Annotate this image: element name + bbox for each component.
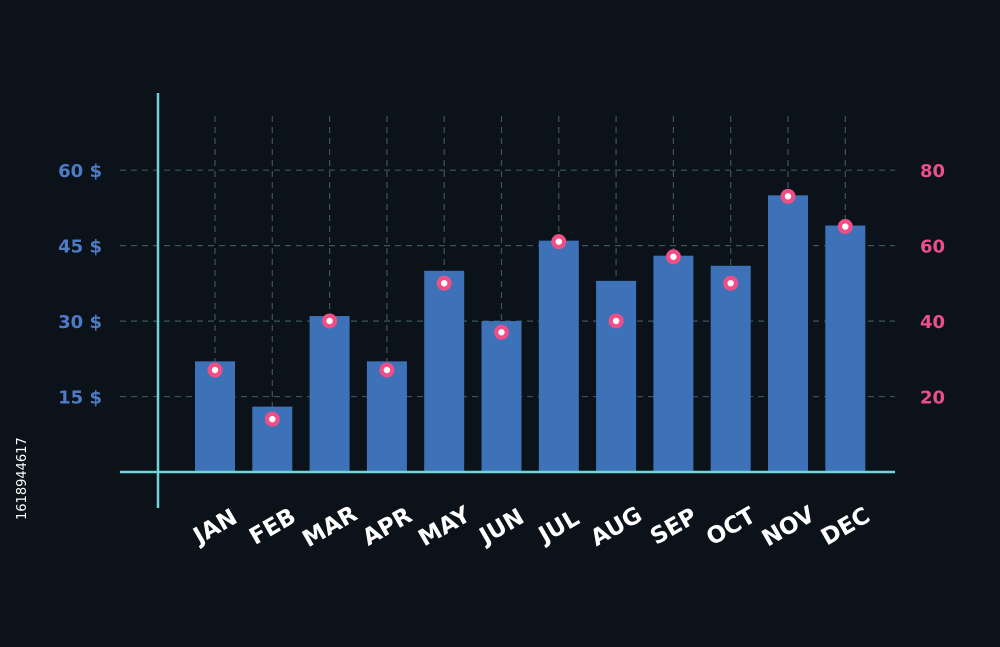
bar-jun: [481, 321, 522, 472]
marker-center: [784, 193, 792, 200]
marker-dec: [837, 219, 853, 235]
marker-center: [670, 253, 677, 260]
marker-nov: [780, 188, 796, 204]
marker-center: [326, 317, 333, 325]
marker-aug: [608, 313, 624, 329]
bar-dec: [825, 225, 866, 472]
marker-center: [612, 317, 620, 325]
bar-jul: [538, 240, 579, 472]
marker-may: [436, 275, 452, 291]
bar-may: [424, 270, 465, 472]
marker-feb: [264, 411, 280, 427]
bar-aug: [596, 280, 637, 472]
marker-apr: [379, 362, 395, 378]
marker-center: [727, 280, 734, 287]
bar-mar: [309, 316, 350, 472]
y-right-tick-label: 80: [920, 161, 945, 182]
side-text: 1618944617: [15, 437, 30, 520]
axis-layer: [120, 93, 895, 508]
bar-layer: [195, 195, 866, 472]
y-right-tick-label: 60: [920, 236, 945, 257]
y-right-tick-label: 40: [920, 312, 945, 333]
bar-apr: [366, 361, 407, 472]
y-left-tick-label: 60 $: [58, 161, 102, 182]
marker-layer: [207, 188, 853, 427]
bar-sep: [653, 255, 694, 472]
bar-oct: [710, 265, 751, 472]
bar-nov: [768, 195, 808, 472]
y-left-tick-label: 45 $: [58, 237, 102, 258]
marker-center: [383, 366, 391, 374]
y-left-tick-label: 15 $: [58, 388, 102, 409]
marker-jan: [207, 362, 223, 378]
marker-oct: [723, 275, 739, 291]
y-right-tick-label: 20: [920, 387, 945, 408]
marker-sep: [665, 249, 681, 265]
marker-center: [441, 280, 448, 287]
marker-jun: [494, 324, 509, 340]
marker-center: [842, 223, 849, 230]
marker-center: [555, 238, 562, 245]
marker-mar: [322, 313, 338, 329]
marker-center: [269, 415, 276, 423]
y-left-tick-label: 30 $: [58, 312, 102, 333]
marker-center: [498, 329, 505, 336]
marker-center: [211, 366, 219, 374]
marker-jul: [551, 234, 567, 250]
bar-jan: [195, 361, 235, 472]
